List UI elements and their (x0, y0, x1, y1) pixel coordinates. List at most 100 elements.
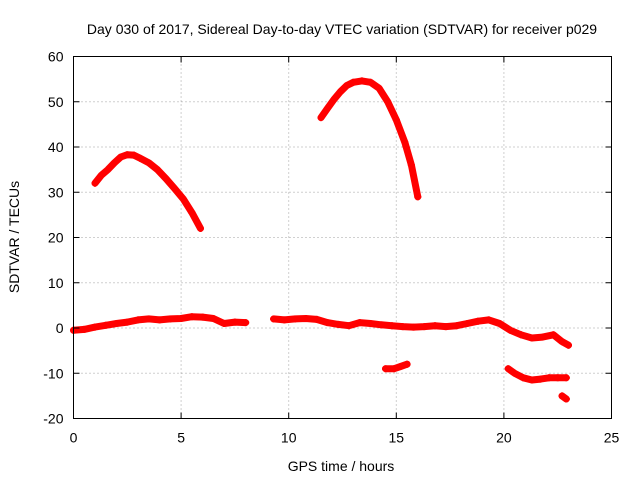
data-layer (70, 77, 572, 403)
data-point (123, 151, 131, 159)
data-point (453, 322, 461, 330)
data-point (377, 321, 385, 329)
data-point (80, 325, 88, 333)
y-tick-label: 50 (48, 94, 64, 110)
series-neg-1 (382, 360, 411, 373)
y-tick-label: 60 (48, 49, 64, 65)
x-tick-label: 5 (177, 430, 185, 446)
data-point (539, 333, 547, 341)
data-point (313, 315, 321, 323)
data-point (330, 95, 338, 103)
data-point (517, 331, 525, 339)
data-point (323, 319, 331, 327)
data-point (145, 315, 153, 323)
grid (73, 56, 612, 419)
data-point (145, 159, 153, 167)
data-point (358, 77, 366, 85)
data-point (545, 374, 553, 382)
data-point (562, 374, 570, 382)
data-point (130, 151, 138, 159)
data-point (403, 360, 411, 368)
data-point (388, 322, 396, 330)
data-point (366, 78, 374, 86)
data-point (188, 313, 196, 321)
data-point (392, 116, 400, 124)
data-point (528, 376, 536, 384)
data-point (474, 317, 482, 325)
data-point (242, 319, 250, 327)
data-point (382, 365, 390, 373)
series-trace (382, 360, 411, 373)
data-point (519, 374, 527, 382)
data-point (564, 341, 572, 349)
series-near-zero-2 (270, 314, 572, 349)
data-point (156, 316, 164, 324)
data-point (343, 81, 351, 89)
data-point (336, 88, 344, 96)
data-point (291, 315, 299, 323)
data-point (485, 316, 493, 324)
data-point (270, 315, 278, 323)
data-point (496, 319, 504, 327)
data-point (123, 318, 131, 326)
data-point (199, 313, 207, 321)
data-point (504, 365, 512, 373)
y-tick-label: 30 (48, 184, 64, 200)
data-point (334, 320, 342, 328)
data-point (317, 114, 325, 122)
series-neg-2 (504, 365, 570, 384)
data-point (384, 98, 392, 106)
data-point (558, 392, 566, 400)
series-trace (270, 315, 572, 349)
data-point (511, 369, 519, 377)
x-tick-label: 15 (389, 430, 405, 446)
data-point (136, 154, 144, 162)
data-point (117, 153, 125, 161)
data-point (188, 209, 196, 217)
data-point (91, 179, 99, 187)
y-tick-label: 20 (48, 230, 64, 246)
data-point (113, 319, 121, 327)
data-point (558, 338, 566, 346)
data-point (397, 362, 405, 370)
series-trace (91, 151, 204, 232)
data-point (549, 331, 557, 339)
data-point (280, 316, 288, 324)
x-tick-label: 0 (70, 430, 78, 446)
y-tick-label: -10 (43, 365, 63, 381)
data-point (562, 395, 570, 403)
series-arc-2 (317, 77, 422, 201)
data-point (375, 84, 383, 92)
data-point (463, 319, 471, 327)
data-point (407, 161, 415, 169)
y-tick-label: 40 (48, 139, 64, 155)
y-tick-label: -20 (43, 411, 63, 427)
data-point (220, 319, 228, 327)
series-trace (317, 77, 422, 201)
data-point (166, 315, 174, 323)
x-tick-label: 10 (281, 430, 297, 446)
data-point (410, 323, 418, 331)
data-point (345, 322, 353, 330)
data-point (102, 321, 110, 329)
data-point (91, 323, 99, 331)
data-point (442, 323, 450, 331)
data-point (390, 365, 398, 373)
data-point (420, 323, 428, 331)
y-tick-label: 10 (48, 275, 64, 291)
data-point (399, 323, 407, 331)
data-point (536, 375, 544, 383)
y-tick-label: 0 (56, 320, 64, 336)
y-axis-label: SDTVAR / TECUs (6, 181, 22, 293)
data-point (196, 224, 204, 232)
data-point (104, 166, 112, 174)
x-tick-label: 20 (496, 430, 512, 446)
data-point (179, 195, 187, 203)
data-point (414, 193, 422, 201)
data-point (209, 314, 217, 322)
data-point (323, 105, 331, 113)
data-point (506, 326, 514, 334)
series-arc-1 (91, 151, 204, 232)
data-point (97, 171, 105, 179)
